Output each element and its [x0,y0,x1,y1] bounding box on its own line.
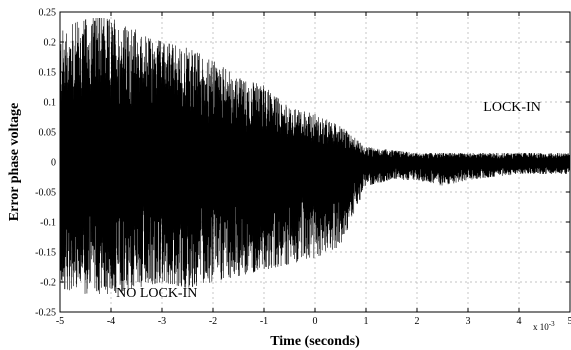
x-tick-label: -1 [260,316,268,327]
x-exponent-base: x 10 [533,322,549,332]
x-tick-label: -5 [56,316,64,327]
labels-layer: -5 -4 -3 -2 -1 0 1 2 3 4 5 -0.25 -0.2 -0.15 -0.1 -0.05 0… [35,8,571,328]
y-tick-label: -0.15 [35,248,56,259]
signal-trace [59,17,571,295]
y-tick-label: -0.1 [40,218,56,229]
y-tick-label: 0 [51,158,56,169]
y-tick-label: 0.05 [39,128,57,139]
y-tick-label: 0.15 [39,68,57,79]
x-tick-label: 5 [568,316,571,327]
annotation-no-lock-in: NO LOCK-IN [116,286,197,301]
y-tick-label: -0.2 [40,278,56,289]
x-tick-label: 2 [415,316,420,327]
annotation-lock-in: LOCK-IN [483,100,541,115]
x-axis-title: Time (seconds) [270,334,360,349]
y-axis-title: Error phase voltage [7,103,22,221]
x-tick-label: -4 [107,316,115,327]
x-tick-label: 4 [517,316,522,327]
x-exponent-label: x 10-3 [533,320,555,332]
y-tick-label: -0.05 [35,188,56,199]
y-tick-label: 0.1 [44,98,57,109]
x-tick-label: 1 [364,316,369,327]
y-tick-label: 0.25 [39,8,57,19]
y-tick-label: -0.25 [35,308,56,319]
x-tick-label: 3 [466,316,471,327]
y-tick-label: 0.2 [44,38,57,49]
x-tick-label: -3 [158,316,166,327]
ticks-layer [59,11,571,313]
signal-layer [59,17,571,295]
x-tick-label: -2 [209,316,217,327]
x-exponent-power: -3 [549,320,555,328]
x-tick-label: 0 [313,316,318,327]
